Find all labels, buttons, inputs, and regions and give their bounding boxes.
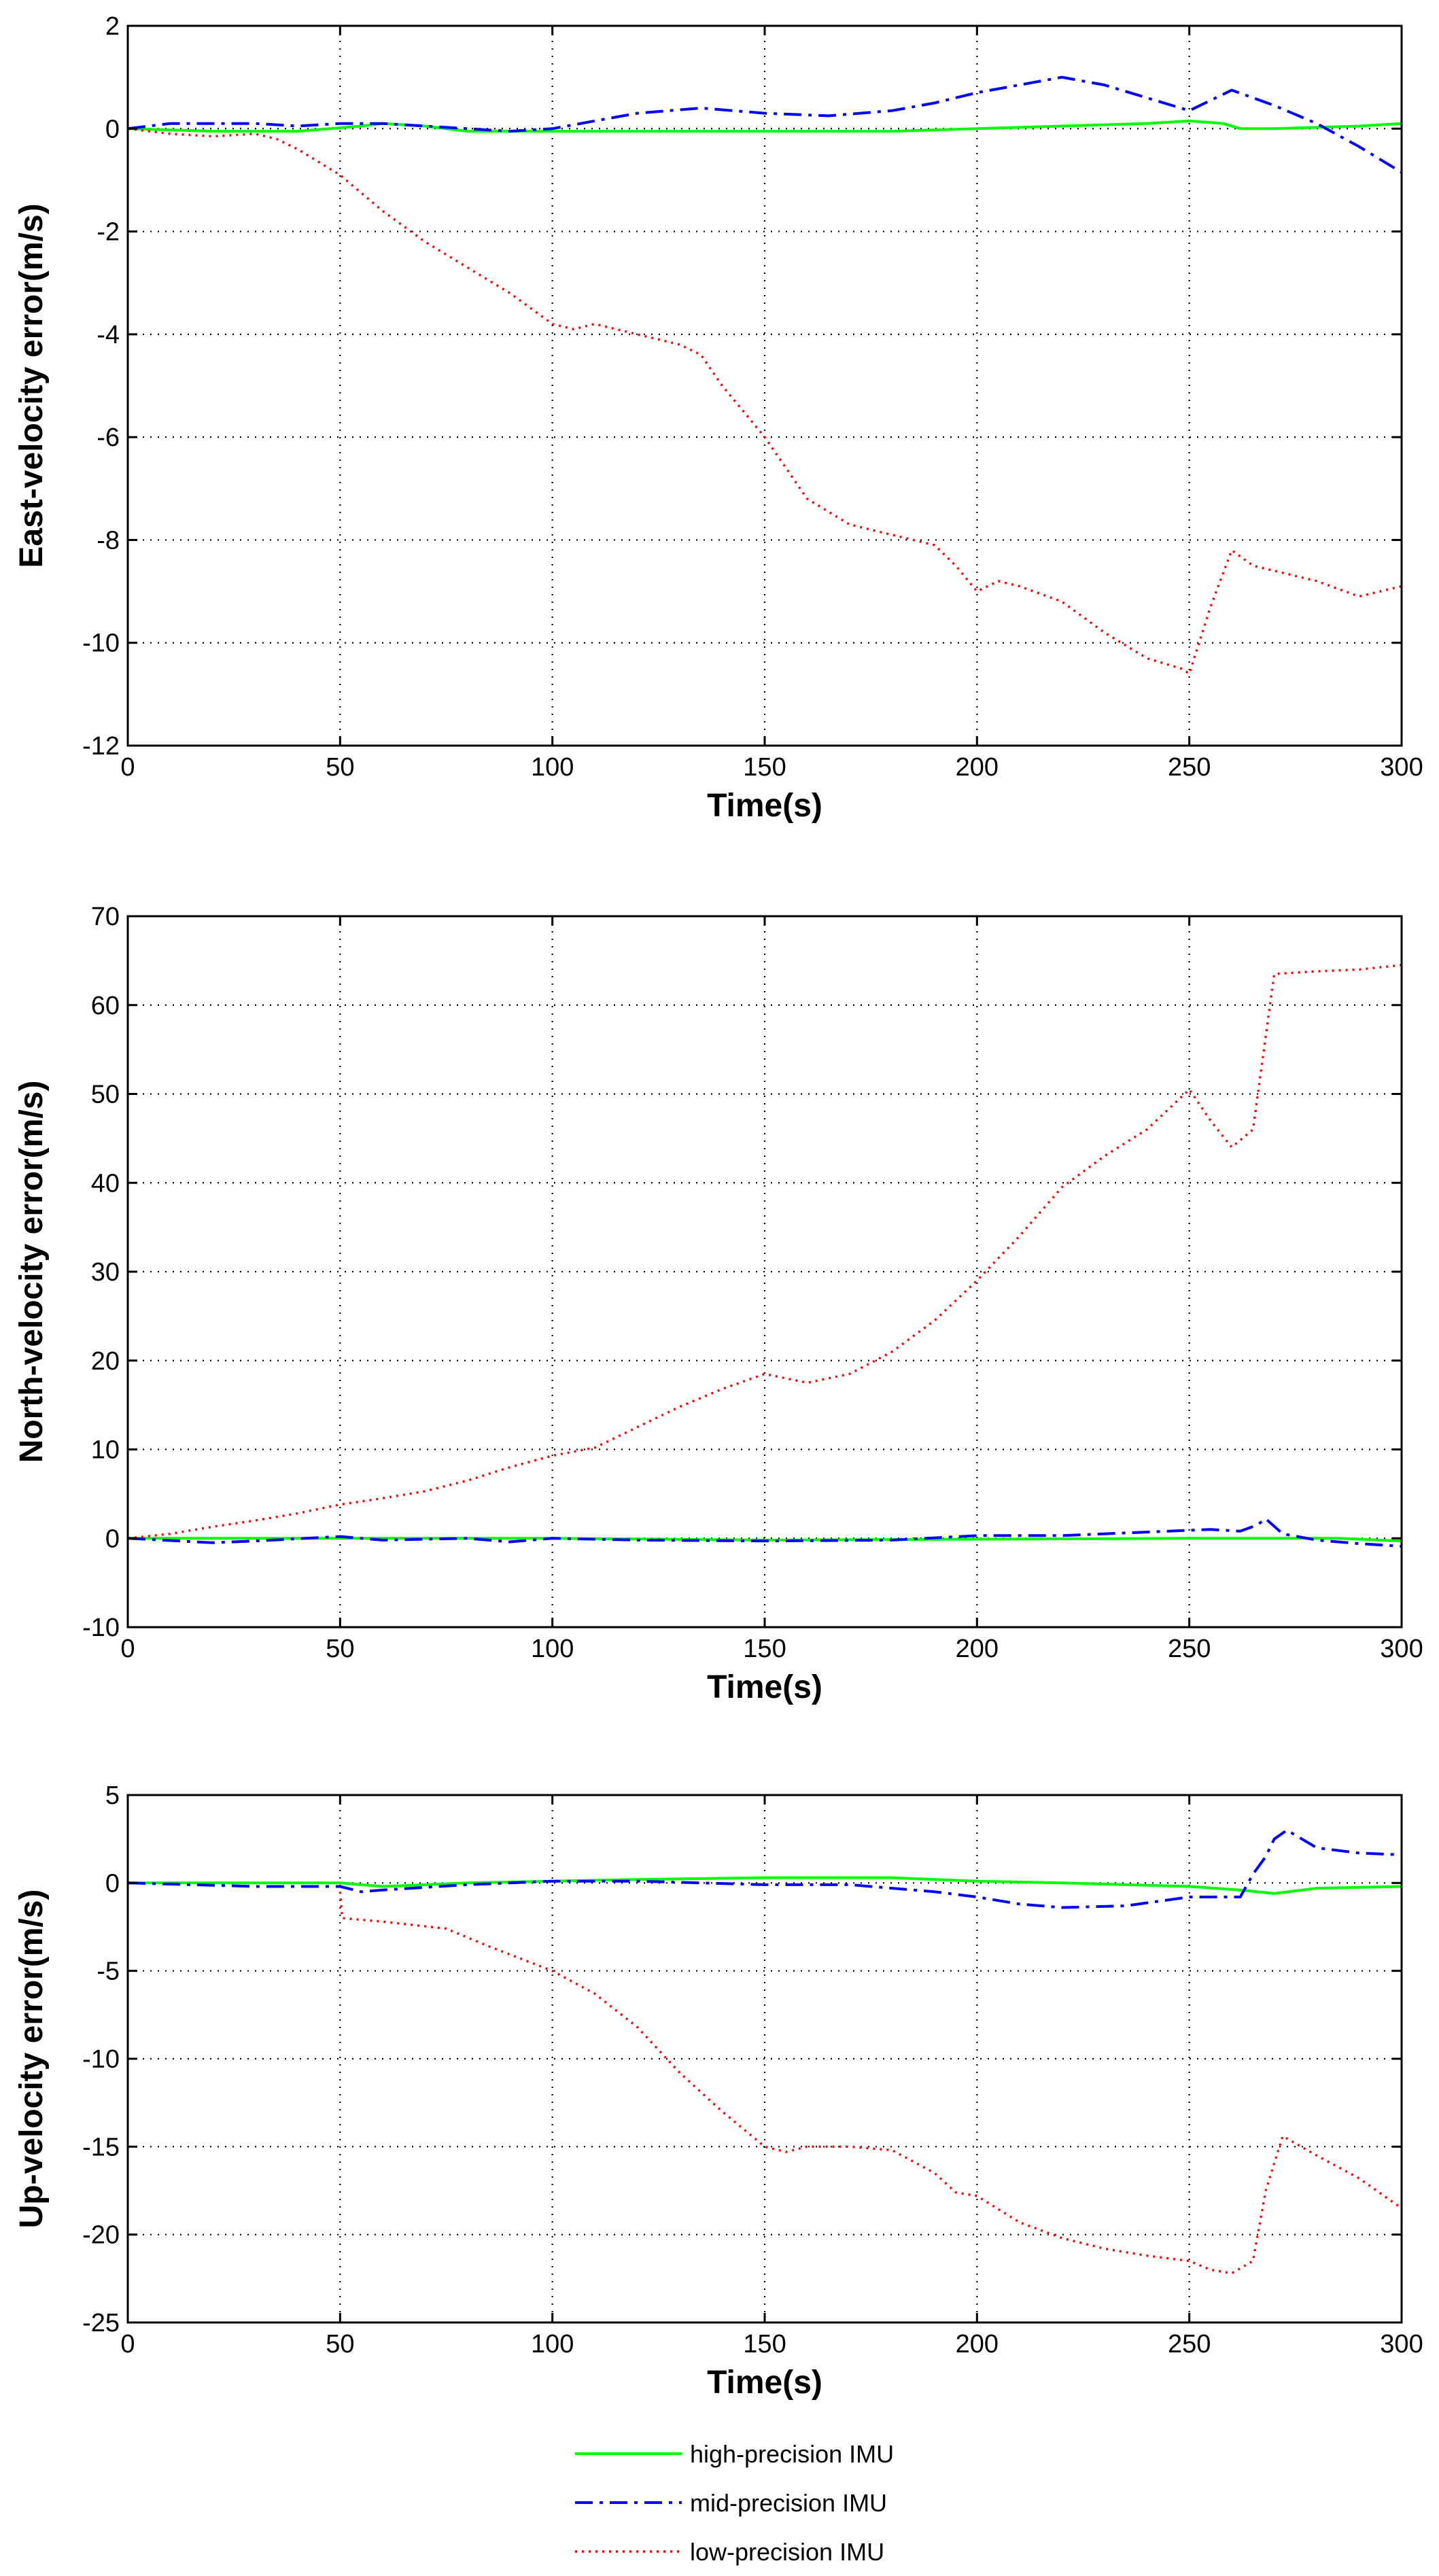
x-axis-label: Time(s) (707, 2365, 822, 2401)
y-tick-label: -10 (82, 2045, 120, 2074)
y-tick-label: 40 (91, 1169, 120, 1198)
y-axis-label: North-velocity error(m/s) (14, 1081, 50, 1463)
series-line-high-precision-IMU (128, 119, 1402, 133)
y-tick-label: 10 (91, 1436, 120, 1465)
subplot-3: 0 50 100 150 200 250 300 -25 -20 -15 -10 -5 0 5 Time(s… (14, 1781, 1423, 2401)
x-tick-label: 250 (1168, 2330, 1211, 2359)
x-tick-label: 50 (326, 753, 354, 782)
x-tick-label: 150 (743, 753, 786, 782)
y-tick-label: 50 (91, 1081, 120, 1109)
x-tick-label: 100 (531, 2330, 574, 2359)
x-tick-label: 50 (326, 1635, 354, 1663)
x-axis-label: Time(s) (707, 1669, 822, 1705)
y-tick-label: -8 (97, 526, 120, 555)
x-tick-label: 0 (120, 753, 135, 782)
legend: high-precision IMU mid-precision IMU low-p… (575, 2440, 894, 2566)
y-tick-label: 5 (105, 1781, 120, 1810)
x-tick-label: 150 (743, 1635, 786, 1663)
x-tick-label: 100 (531, 1635, 574, 1663)
series-line-low-precision-IMU (339, 1892, 1402, 2275)
y-tick-label: -15 (82, 2133, 120, 2161)
x-tick-label: 50 (326, 2330, 354, 2359)
series-line-mid-precision-IMU (128, 1517, 1402, 1548)
y-tick-label: -25 (82, 2309, 120, 2337)
series-line-high-precision-IMU (128, 1876, 1402, 1895)
x-tick-label: 300 (1380, 1635, 1423, 1663)
x-tick-label: 150 (743, 2330, 786, 2359)
x-tick-label: 200 (956, 1635, 999, 1663)
y-tick-label: -4 (97, 321, 120, 349)
y-tick-label: -10 (82, 1614, 120, 1642)
y-tick-label: 70 (91, 903, 120, 931)
legend-label: mid-precision IMU (690, 2489, 887, 2517)
x-tick-label: 200 (956, 2330, 999, 2359)
legend-label: high-precision IMU (690, 2440, 894, 2468)
y-tick-label: -20 (82, 2221, 120, 2250)
y-tick-label: -12 (82, 732, 120, 761)
y-tick-label: 0 (105, 115, 120, 143)
y-axis-label: East-velocity error(m/s) (14, 203, 50, 568)
y-tick-label: 2 (105, 12, 120, 41)
x-tick-label: 0 (120, 1635, 135, 1663)
subplot-2: 0 50 100 150 200 250 300-10010203040506070Time… (14, 903, 1423, 1705)
y-tick-label: 0 (105, 1525, 120, 1553)
x-tick-label: 250 (1168, 1635, 1211, 1663)
subplot-1: 0 50 100 150 200 250 300 -12 -10 -8 -6 -4 -2 0 2 Time(s… (14, 12, 1423, 824)
y-tick-label: -5 (97, 1957, 120, 1986)
y-tick-label: -6 (97, 423, 120, 452)
y-tick-label: -2 (97, 218, 120, 247)
series-line-mid-precision-IMU (128, 1828, 1402, 1909)
x-tick-label: 250 (1168, 753, 1211, 782)
y-tick-label: 20 (91, 1347, 120, 1376)
y-tick-label: 60 (91, 992, 120, 1020)
x-tick-label: 200 (956, 753, 999, 782)
legend-label: low-precision IMU (690, 2538, 884, 2566)
x-tick-label: 300 (1380, 2330, 1423, 2359)
x-tick-label: 100 (531, 753, 574, 782)
y-tick-label: 0 (105, 1869, 120, 1898)
x-tick-label: 0 (120, 2330, 135, 2359)
x-axis-label: Time(s) (707, 788, 822, 824)
y-tick-label: -10 (82, 629, 120, 658)
x-tick-label: 300 (1380, 753, 1423, 782)
series-line-mid-precision-IMU (128, 75, 1402, 174)
y-axis-label: Up-velocity error(m/s) (14, 1890, 50, 2229)
y-tick-label: 30 (91, 1258, 120, 1287)
